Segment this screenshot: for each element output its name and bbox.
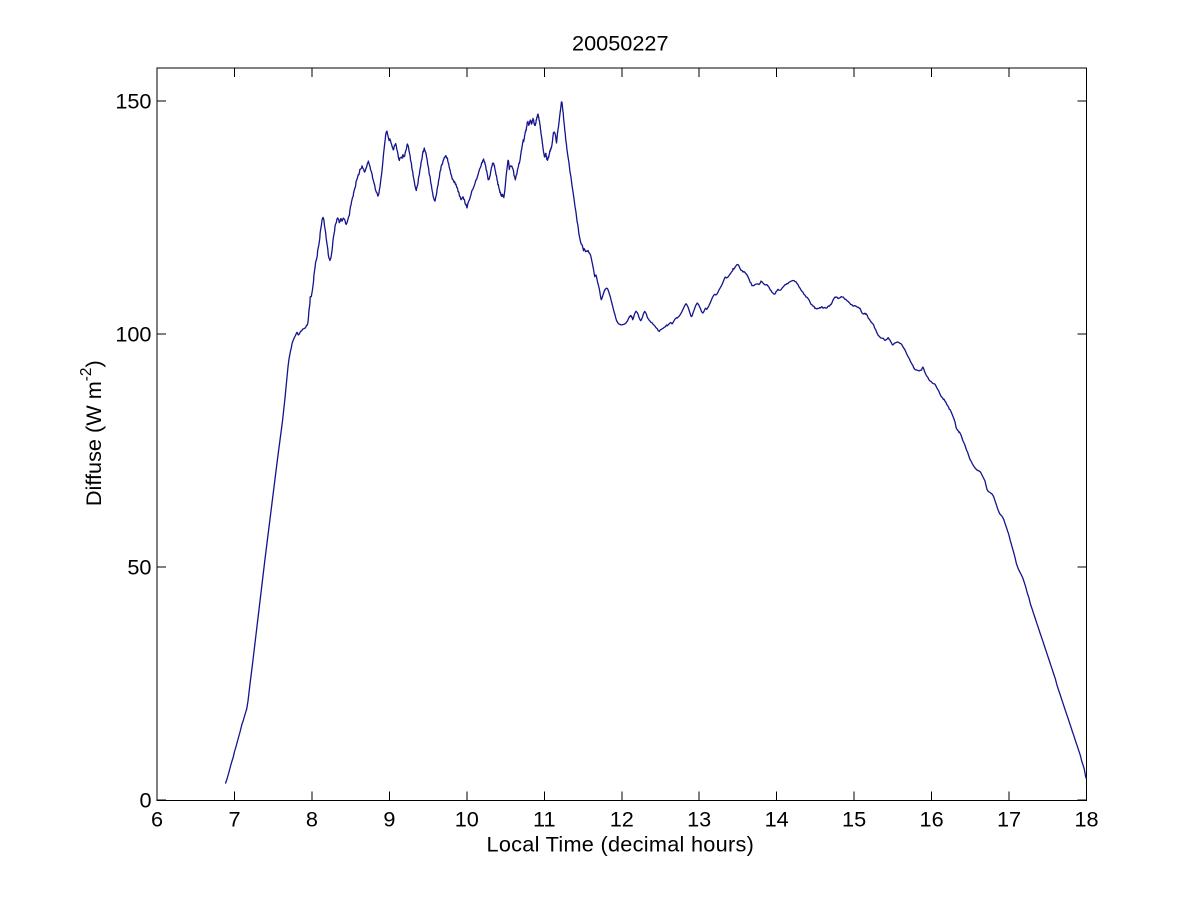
svg-text:7: 7: [228, 807, 240, 832]
svg-text:0: 0: [139, 788, 151, 813]
svg-text:8: 8: [306, 807, 318, 832]
svg-text:6: 6: [151, 807, 163, 832]
svg-text:18: 18: [1074, 807, 1098, 832]
svg-text:150: 150: [115, 89, 151, 114]
svg-text:13: 13: [687, 807, 711, 832]
svg-text:20050227: 20050227: [572, 31, 669, 56]
svg-text:10: 10: [455, 807, 479, 832]
svg-text:17: 17: [997, 807, 1021, 832]
svg-text:14: 14: [765, 807, 789, 832]
svg-text:9: 9: [383, 807, 395, 832]
svg-text:50: 50: [127, 555, 151, 580]
svg-text:12: 12: [610, 807, 634, 832]
svg-text:Diffuse (W m-2): Diffuse (W m-2): [78, 360, 106, 506]
svg-text:100: 100: [115, 322, 151, 347]
svg-text:Local Time (decimal hours): Local Time (decimal hours): [486, 832, 754, 857]
svg-text:16: 16: [920, 807, 944, 832]
svg-text:15: 15: [842, 807, 866, 832]
svg-text:11: 11: [533, 807, 556, 832]
